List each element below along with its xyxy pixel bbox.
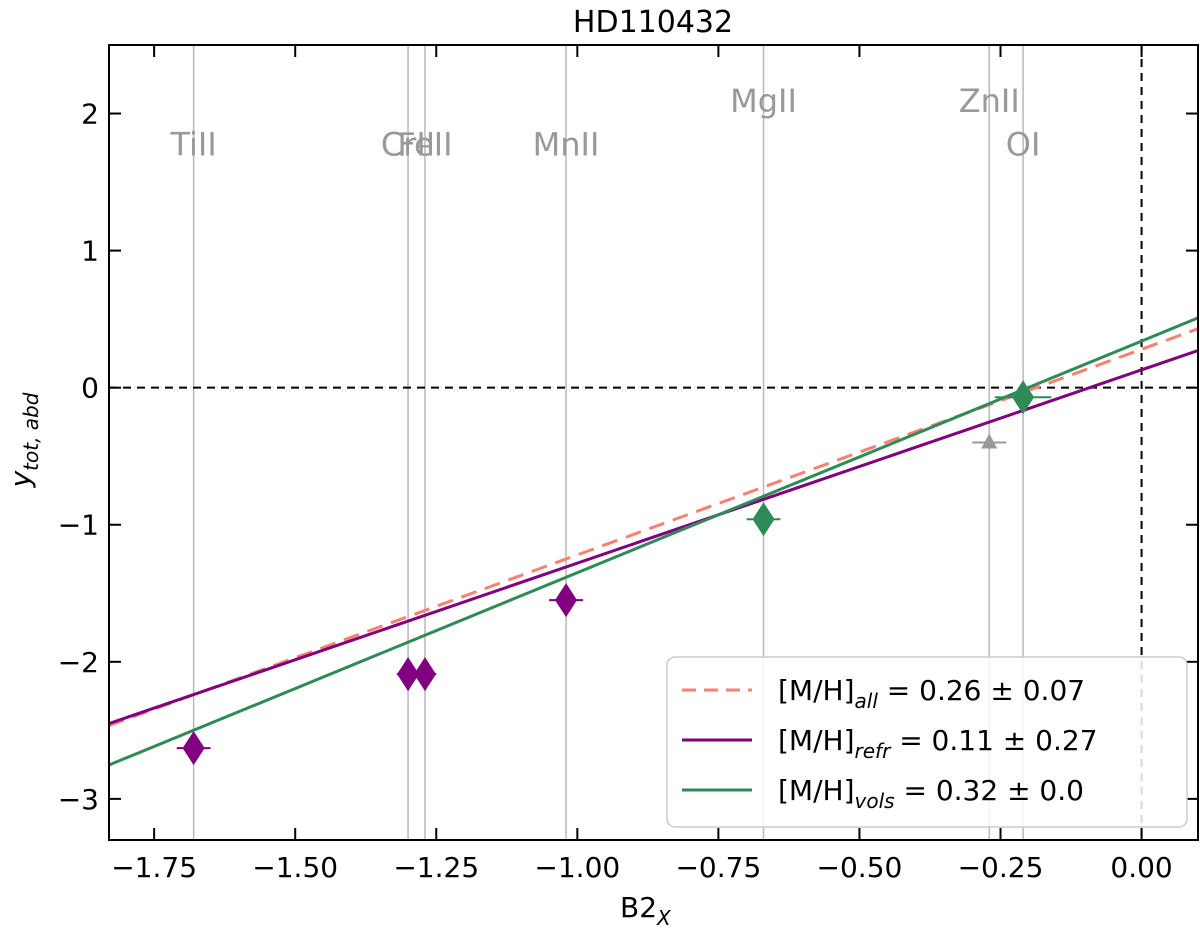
legend-frame [666,656,1188,828]
element-label: FeII [397,126,452,164]
x-tick-label: −1.50 [252,851,338,884]
y-tick-label: 1 [81,235,99,268]
x-tick-label: −0.75 [675,851,761,884]
data-point-oi [994,380,1052,415]
element-label: OI [1006,126,1041,164]
y-tick-label: −2 [58,646,99,679]
legend-label-all: [M/H]all = 0.26 ± 0.07 [778,674,1085,713]
element-label: ZnII [959,82,1020,120]
fit-line-refr [109,349,1198,725]
data-point-mgii [746,502,781,537]
x-tick-label: −0.50 [817,851,903,884]
legend-entries: [M/H]all = 0.26 ± 0.07 [M/H]refr = 0.11 ±… [682,674,1098,813]
legend: [M/H]all = 0.26 ± 0.07 [M/H]refr = 0.11 ±… [666,656,1188,828]
plot-frame [108,44,1199,841]
data-point-znii [972,433,1007,449]
data-points [176,380,1052,766]
x-axis-label: B2X [620,891,672,930]
axis-ticks: −1.75 −1.50 −1.25 −1.00 −0.75 −0.50 −0.25 0.00 −… [58,45,1198,884]
element-label: CrII [381,126,435,164]
y-tick-label: 2 [81,98,99,131]
data-point-mnii [549,583,583,618]
legend-label-refr: [M/H]refr = 0.11 ± 0.27 [778,724,1098,763]
element-label: MnII [533,126,600,164]
y-tick-label: 0 [81,372,99,405]
chart-title: HD110432 [573,5,733,40]
element-label: TiII [169,126,216,164]
y-tick-label: −1 [58,509,99,542]
x-tick-label: −1.25 [393,851,479,884]
element-label: MgII [730,82,797,120]
x-tick-label: 0.00 [1110,851,1172,884]
x-tick-label: −0.25 [958,851,1044,884]
x-tick-label: −1.75 [111,851,197,884]
y-axis-label: ytot, abd [4,392,43,488]
legend-label-vols: [M/H]vols = 0.32 ± 0.0 [778,774,1084,813]
data-point-tiii [176,731,211,766]
x-tick-label: −1.00 [534,851,620,884]
y-tick-label: −3 [58,783,99,816]
data-point-feii [413,657,437,692]
